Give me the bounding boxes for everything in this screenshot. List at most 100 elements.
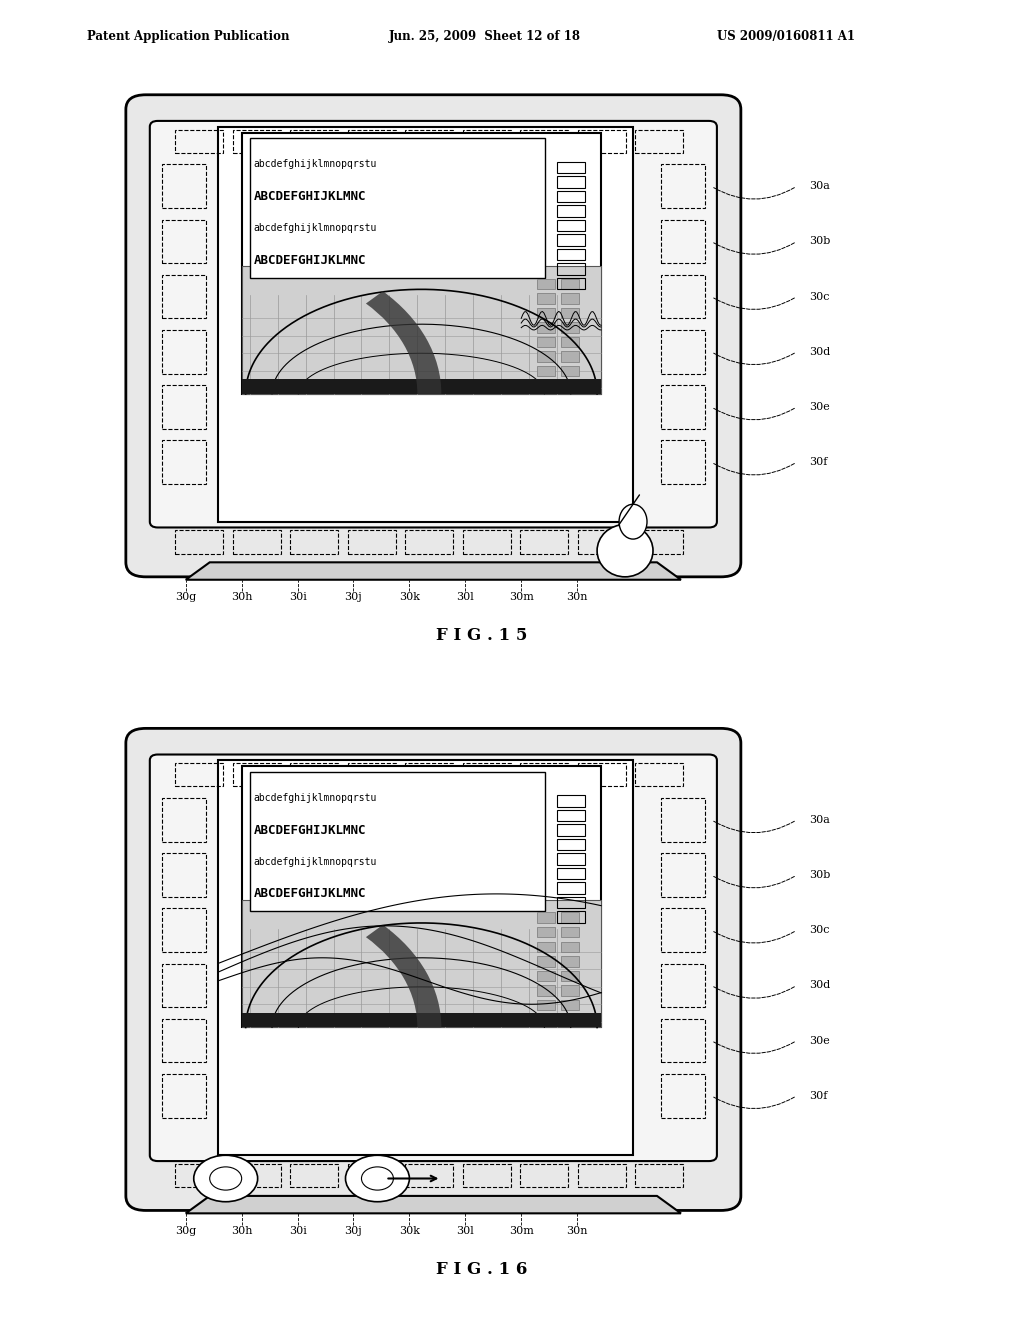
Bar bbox=[636, 531, 683, 553]
Bar bbox=[538, 293, 555, 304]
Bar bbox=[232, 1164, 281, 1187]
Bar bbox=[557, 205, 585, 216]
Bar bbox=[348, 1164, 396, 1187]
Bar bbox=[557, 824, 585, 836]
Text: 30h: 30h bbox=[231, 1226, 252, 1236]
Bar bbox=[578, 1164, 626, 1187]
Bar bbox=[561, 970, 579, 981]
Text: abcdefghijklmnopqrstu: abcdefghijklmnopqrstu bbox=[254, 160, 377, 169]
Bar bbox=[162, 853, 206, 896]
Text: 30g: 30g bbox=[175, 1226, 197, 1236]
Bar bbox=[557, 911, 585, 923]
Bar bbox=[557, 809, 585, 821]
Bar bbox=[538, 322, 555, 333]
Bar bbox=[662, 1019, 705, 1063]
Bar bbox=[242, 132, 601, 393]
Bar bbox=[463, 129, 511, 153]
Text: 30i: 30i bbox=[289, 593, 306, 602]
Text: abcdefghijklmnopqrstu: abcdefghijklmnopqrstu bbox=[254, 857, 377, 867]
Bar bbox=[561, 337, 579, 347]
Wedge shape bbox=[366, 292, 441, 393]
Bar bbox=[538, 999, 555, 1010]
Bar bbox=[561, 322, 579, 333]
Text: ABCDEFGHIJKLMNC: ABCDEFGHIJKLMNC bbox=[254, 887, 367, 900]
Bar bbox=[561, 912, 579, 923]
Text: 30e: 30e bbox=[809, 1036, 829, 1045]
Circle shape bbox=[194, 1155, 258, 1201]
Ellipse shape bbox=[597, 524, 653, 577]
Bar bbox=[557, 234, 585, 246]
Text: 30h: 30h bbox=[231, 593, 252, 602]
Bar bbox=[463, 531, 511, 553]
Bar bbox=[662, 219, 705, 263]
Text: 30n: 30n bbox=[566, 1226, 588, 1236]
Text: 30b: 30b bbox=[809, 870, 830, 880]
Bar bbox=[557, 248, 585, 260]
Bar bbox=[662, 853, 705, 896]
Text: 30k: 30k bbox=[399, 593, 420, 602]
Bar bbox=[538, 912, 555, 923]
Bar bbox=[175, 129, 223, 153]
Bar bbox=[538, 927, 555, 937]
Bar bbox=[162, 219, 206, 263]
Text: abcdefghijklmnopqrstu: abcdefghijklmnopqrstu bbox=[254, 223, 377, 234]
Wedge shape bbox=[366, 925, 441, 1027]
Text: 30m: 30m bbox=[509, 1226, 534, 1236]
Text: Patent Application Publication: Patent Application Publication bbox=[87, 30, 290, 44]
Bar bbox=[232, 531, 281, 553]
Bar bbox=[520, 1164, 568, 1187]
Bar bbox=[662, 330, 705, 374]
Bar bbox=[242, 900, 601, 1027]
Bar bbox=[242, 379, 601, 393]
Bar bbox=[520, 531, 568, 553]
FancyBboxPatch shape bbox=[150, 121, 717, 528]
Bar bbox=[232, 129, 281, 153]
Bar bbox=[291, 531, 338, 553]
Bar bbox=[291, 129, 338, 153]
Bar bbox=[162, 908, 206, 952]
Bar bbox=[175, 1164, 223, 1187]
Bar bbox=[250, 139, 545, 277]
Bar bbox=[662, 275, 705, 318]
Bar bbox=[162, 330, 206, 374]
Bar bbox=[662, 908, 705, 952]
Bar bbox=[557, 277, 585, 289]
Text: 30m: 30m bbox=[509, 593, 534, 602]
FancyBboxPatch shape bbox=[150, 755, 717, 1162]
Text: 30d: 30d bbox=[809, 981, 830, 990]
Bar bbox=[636, 129, 683, 153]
Bar bbox=[348, 531, 396, 553]
Text: 30c: 30c bbox=[809, 292, 829, 301]
Bar bbox=[406, 129, 454, 153]
Text: Jun. 25, 2009  Sheet 12 of 18: Jun. 25, 2009 Sheet 12 of 18 bbox=[389, 30, 582, 44]
Bar bbox=[578, 531, 626, 553]
Bar bbox=[561, 956, 579, 966]
Bar bbox=[242, 267, 601, 393]
Bar bbox=[520, 129, 568, 153]
Text: 30f: 30f bbox=[809, 1090, 827, 1101]
Bar bbox=[561, 279, 579, 289]
Circle shape bbox=[345, 1155, 410, 1201]
Bar bbox=[557, 896, 585, 908]
Text: 30j: 30j bbox=[345, 593, 362, 602]
Bar bbox=[557, 867, 585, 879]
Text: abcdefghijklmnopqrstu: abcdefghijklmnopqrstu bbox=[254, 793, 377, 803]
Text: ABCDEFGHIJKLMNC: ABCDEFGHIJKLMNC bbox=[254, 824, 367, 837]
Text: 30e: 30e bbox=[809, 403, 829, 412]
Bar bbox=[561, 366, 579, 376]
Bar bbox=[538, 366, 555, 376]
Bar bbox=[538, 337, 555, 347]
Bar bbox=[561, 999, 579, 1010]
Text: 30a: 30a bbox=[809, 181, 829, 191]
Text: 30a: 30a bbox=[809, 814, 829, 825]
Bar bbox=[662, 441, 705, 484]
Bar bbox=[162, 1074, 206, 1118]
Bar bbox=[557, 263, 585, 275]
Bar bbox=[561, 351, 579, 362]
Polygon shape bbox=[185, 1196, 681, 1213]
Bar bbox=[218, 760, 633, 1155]
Bar bbox=[538, 970, 555, 981]
Bar bbox=[557, 853, 585, 865]
Bar bbox=[463, 763, 511, 787]
Text: 30k: 30k bbox=[399, 1226, 420, 1236]
